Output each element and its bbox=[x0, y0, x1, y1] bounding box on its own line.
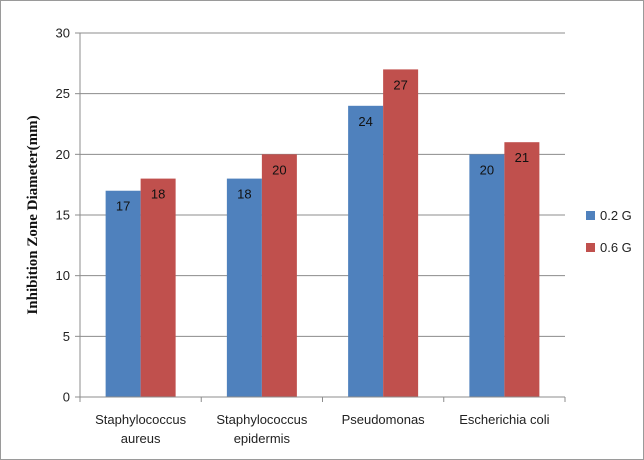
bar-series2 bbox=[140, 178, 176, 397]
legend-swatch bbox=[586, 211, 595, 220]
data-label: 21 bbox=[515, 150, 529, 165]
axes bbox=[75, 32, 566, 402]
y-tick-label: 5 bbox=[63, 329, 70, 344]
y-tick-label: 20 bbox=[56, 147, 70, 162]
x-category-labels: Staphylococcus aureus Staphylococcus epider… bbox=[95, 412, 550, 446]
bars bbox=[105, 69, 540, 398]
x-category-label: Staphylococcus bbox=[95, 412, 187, 427]
legend-label: 0.6 G bbox=[600, 240, 632, 255]
y-tick-labels: 0 5 10 15 20 25 30 bbox=[56, 26, 70, 405]
data-label: 24 bbox=[358, 114, 372, 129]
data-label: 20 bbox=[272, 162, 286, 177]
bar-series1 bbox=[348, 105, 384, 398]
data-label: 17 bbox=[116, 199, 130, 214]
data-label: 18 bbox=[237, 187, 251, 202]
data-label: 27 bbox=[393, 77, 407, 92]
y-tick-label: 15 bbox=[56, 208, 70, 223]
legend-label: 0.2 G bbox=[600, 208, 632, 223]
bar-series1 bbox=[226, 178, 262, 397]
x-category-label: Escherichia coli bbox=[459, 412, 549, 427]
bar-series2 bbox=[504, 142, 540, 397]
bar-series2 bbox=[383, 69, 419, 398]
data-label: 20 bbox=[480, 162, 494, 177]
x-category-label: aureus bbox=[121, 431, 161, 446]
data-label: 18 bbox=[151, 187, 165, 202]
x-category-label: Staphylococcus bbox=[216, 412, 308, 427]
data-labels: 17 18 18 20 24 27 20 21 bbox=[116, 77, 529, 213]
x-category-label: epidermis bbox=[234, 431, 291, 446]
y-tick-label: 0 bbox=[63, 390, 70, 405]
bar-series1 bbox=[105, 190, 141, 397]
x-category-label: Pseudomonas bbox=[342, 412, 426, 427]
legend: 0.2 G 0.6 G bbox=[586, 208, 632, 255]
legend-swatch bbox=[586, 243, 595, 252]
y-tick-label: 10 bbox=[56, 268, 70, 283]
y-axis-label: Inhibition Zone Diameter(mm) bbox=[25, 115, 41, 314]
bar-series2 bbox=[261, 154, 297, 397]
bar-series1 bbox=[469, 154, 505, 397]
y-tick-label: 25 bbox=[56, 86, 70, 101]
y-tick-label: 30 bbox=[56, 26, 70, 41]
